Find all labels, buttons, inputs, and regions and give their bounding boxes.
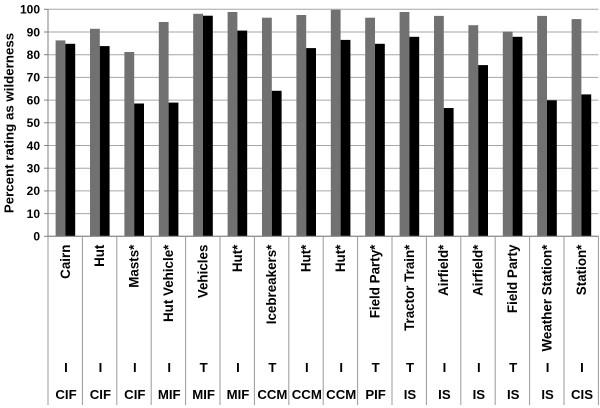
svg-text:I: I bbox=[580, 360, 584, 375]
svg-text:40: 40 bbox=[27, 139, 41, 153]
svg-text:20: 20 bbox=[27, 184, 41, 198]
svg-text:T: T bbox=[509, 360, 517, 375]
svg-text:MIF: MIF bbox=[158, 387, 181, 402]
svg-text:T: T bbox=[200, 360, 208, 375]
svg-text:I: I bbox=[167, 360, 171, 375]
svg-text:Field Party*: Field Party* bbox=[367, 244, 382, 318]
svg-text:Icebreakers*: Icebreakers* bbox=[264, 244, 279, 324]
svg-text:60: 60 bbox=[27, 93, 41, 107]
svg-text:I: I bbox=[305, 360, 309, 375]
svg-text:Hut*: Hut* bbox=[299, 244, 314, 272]
svg-text:Hut Vehicle*: Hut Vehicle* bbox=[161, 244, 176, 322]
svg-text:Airfield*: Airfield* bbox=[471, 244, 486, 296]
svg-text:80: 80 bbox=[27, 48, 41, 62]
svg-text:I: I bbox=[546, 360, 550, 375]
svg-text:I: I bbox=[339, 360, 343, 375]
svg-text:0: 0 bbox=[33, 230, 40, 244]
svg-text:Hut*: Hut* bbox=[333, 244, 348, 272]
svg-text:IS: IS bbox=[507, 387, 520, 402]
svg-text:T: T bbox=[406, 360, 414, 375]
svg-text:CCM: CCM bbox=[326, 387, 356, 402]
svg-text:90: 90 bbox=[27, 25, 41, 39]
svg-text:Masts*: Masts* bbox=[127, 244, 142, 288]
svg-text:CCM: CCM bbox=[292, 387, 322, 402]
svg-text:I: I bbox=[133, 360, 137, 375]
svg-text:IS: IS bbox=[473, 387, 486, 402]
svg-text:CCM: CCM bbox=[257, 387, 287, 402]
svg-text:10: 10 bbox=[27, 207, 41, 221]
svg-text:100: 100 bbox=[20, 3, 40, 17]
svg-text:Tractor Train*: Tractor Train* bbox=[402, 244, 417, 331]
svg-text:Hut: Hut bbox=[92, 244, 107, 267]
svg-text:70: 70 bbox=[27, 71, 41, 85]
svg-text:I: I bbox=[99, 360, 103, 375]
svg-text:CIF: CIF bbox=[55, 387, 76, 402]
svg-text:T: T bbox=[372, 360, 380, 375]
svg-text:CIS: CIS bbox=[571, 387, 593, 402]
svg-text:I: I bbox=[443, 360, 447, 375]
svg-text:Cairn: Cairn bbox=[58, 245, 73, 279]
svg-text:IS: IS bbox=[404, 387, 417, 402]
svg-text:Airfield*: Airfield* bbox=[436, 244, 451, 296]
svg-text:PIF: PIF bbox=[365, 387, 386, 402]
svg-text:50: 50 bbox=[27, 116, 41, 130]
svg-text:Hut*: Hut* bbox=[230, 244, 245, 272]
svg-text:T: T bbox=[268, 360, 276, 375]
svg-text:I: I bbox=[64, 360, 68, 375]
svg-text:Station*: Station* bbox=[574, 244, 589, 295]
svg-text:Weather Station*: Weather Station* bbox=[539, 244, 554, 352]
svg-text:CIF: CIF bbox=[124, 387, 145, 402]
svg-text:Percent rating as wilderness: Percent rating as wilderness bbox=[2, 33, 17, 213]
svg-text:CIF: CIF bbox=[90, 387, 111, 402]
svg-text:MIF: MIF bbox=[227, 387, 250, 402]
svg-text:IS: IS bbox=[541, 387, 554, 402]
svg-text:I: I bbox=[236, 360, 240, 375]
svg-text:IS: IS bbox=[438, 387, 451, 402]
svg-text:I: I bbox=[477, 360, 481, 375]
svg-text:30: 30 bbox=[27, 162, 41, 176]
svg-text:MIF: MIF bbox=[192, 387, 215, 402]
svg-text:Vehicles: Vehicles bbox=[195, 245, 210, 299]
svg-text:Field Party: Field Party bbox=[505, 244, 520, 313]
